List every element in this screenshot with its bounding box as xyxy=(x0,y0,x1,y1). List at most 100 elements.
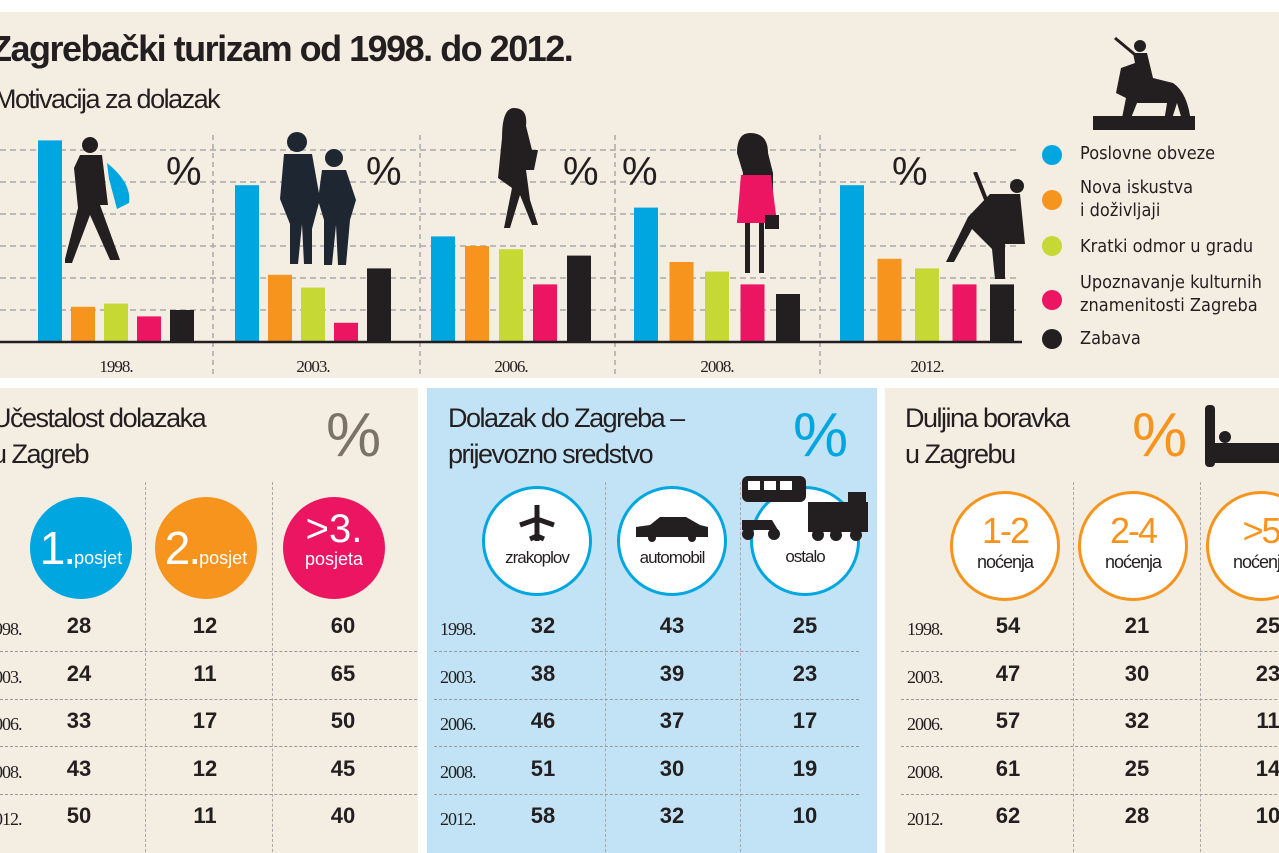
woman-walking-silhouette-icon xyxy=(498,108,538,228)
row-divider xyxy=(901,746,1279,747)
bar-2012-1 xyxy=(877,258,902,342)
page-title: Zagrebački turizam od 1998. do 2012. xyxy=(0,28,574,69)
first-visit-badge: 1.posjet xyxy=(30,497,132,599)
percent-sign: % xyxy=(563,150,599,194)
legend-swatch-kultura xyxy=(1042,290,1062,310)
table-cell: 32 xyxy=(1124,708,1150,733)
table-cell: 11 xyxy=(193,803,217,828)
table-cell: 33 xyxy=(66,708,92,733)
bar-1998-0 xyxy=(38,140,62,342)
transport-panel xyxy=(427,388,877,853)
table-cell: 32 xyxy=(659,803,685,828)
bar-2003-3 xyxy=(334,322,358,342)
table-cell: 57 xyxy=(995,708,1021,733)
bar-2003-0 xyxy=(235,185,259,342)
table-cell: 50 xyxy=(66,803,92,828)
bar-2012-2 xyxy=(915,268,939,342)
percent-sign: % xyxy=(1132,401,1188,470)
row-year: 2008. xyxy=(907,761,943,782)
x-tick-label: 2003. xyxy=(296,357,330,376)
legend-label: Kratki odmor u gradu xyxy=(1080,236,1254,257)
percent-sign: % xyxy=(892,150,928,194)
x-tick-label: 2008. xyxy=(700,357,734,376)
table-cell: 40 xyxy=(330,803,356,828)
bar-2012-3 xyxy=(952,284,977,342)
table-cell: 17 xyxy=(792,708,818,733)
table-cell: 30 xyxy=(1124,660,1150,686)
row-year: 2008. xyxy=(440,761,476,782)
couple-silhouette-icon xyxy=(280,132,356,265)
table-cell: 38 xyxy=(530,660,556,686)
row-divider xyxy=(901,698,1279,700)
bar-2006-4 xyxy=(567,255,591,342)
row-divider xyxy=(434,698,859,700)
table-cell: 14 xyxy=(1255,755,1279,781)
chart-title: Motivacija za dolazak xyxy=(0,84,221,114)
table-cell: 24 xyxy=(66,660,92,686)
bed-icon xyxy=(1205,405,1279,467)
table-cell: 47 xyxy=(995,660,1021,686)
frequency-title: Učestalost dolazaka u Zagreb xyxy=(0,403,207,469)
row-year: 1998. xyxy=(0,619,22,639)
row-year: 1998. xyxy=(440,619,476,639)
row-divider xyxy=(901,651,1279,652)
table-cell: 54 xyxy=(995,613,1021,638)
bar-2003-4 xyxy=(367,268,391,342)
row-divider xyxy=(901,793,1279,795)
bar-1998-4 xyxy=(170,310,194,342)
table-cell: 10 xyxy=(792,803,818,828)
table-cell: 28 xyxy=(66,613,92,638)
stay-2-4-badge: 2-4 noćenja xyxy=(1078,491,1188,601)
percent-sign: % xyxy=(622,150,658,194)
table-cell: 25 xyxy=(792,613,818,638)
bar-2006-1 xyxy=(465,246,489,342)
row-year: 2006. xyxy=(907,714,943,734)
legend-label: i doživljaji xyxy=(1080,200,1161,221)
table-cell: 65 xyxy=(330,660,356,686)
woman-pink-dress-silhouette-icon xyxy=(737,133,779,273)
table-cell: 17 xyxy=(192,708,218,733)
row-year: 2003. xyxy=(440,666,476,687)
bar-2008-2 xyxy=(705,271,729,342)
bar-1998-3 xyxy=(137,316,161,342)
table-cell: 46 xyxy=(530,708,556,733)
table-cell: 12 xyxy=(192,755,218,781)
guitarist-silhouette-icon xyxy=(946,172,1025,279)
table-cell: 45 xyxy=(330,755,356,781)
transport-title: Dolazak do Zagreba – prijevozno sredstvo xyxy=(448,403,685,469)
bar-2008-1 xyxy=(669,262,694,342)
stay-title: Duljina boravka u Zagrebu xyxy=(905,403,1070,469)
statue-silhouette-icon xyxy=(1093,36,1195,130)
table-cell: 12 xyxy=(192,613,218,638)
bar-1998-2 xyxy=(104,303,128,342)
table-cell: 25 xyxy=(1255,613,1279,638)
table-cell: 25 xyxy=(1124,755,1150,781)
row-year: 2012. xyxy=(440,809,476,829)
table-cell: 39 xyxy=(659,660,685,686)
table-cell: 61 xyxy=(995,755,1021,781)
table-cell: 43 xyxy=(66,755,92,781)
bar-2008-4 xyxy=(776,294,800,342)
stay-1-2-badge: 1-2 noćenja xyxy=(950,491,1060,601)
percent-sign: % xyxy=(793,401,849,470)
bar-2003-2 xyxy=(301,287,325,342)
legend-label: Poslovne obveze xyxy=(1080,143,1216,164)
row-divider xyxy=(0,698,417,700)
row-year: 2003. xyxy=(907,666,943,687)
table-cell: 21 xyxy=(1124,613,1150,638)
legend-label: znamenitosti Zagreba xyxy=(1080,295,1258,316)
businessman-silhouette-icon xyxy=(65,137,130,263)
row-year: 2008. xyxy=(0,761,22,782)
car-icon xyxy=(636,517,708,542)
percent-sign: % xyxy=(366,150,402,194)
row-year: 2006. xyxy=(0,714,22,734)
table-cell: 30 xyxy=(659,755,685,781)
table-cell: 51 xyxy=(530,755,556,781)
bar-2012-0 xyxy=(840,185,864,342)
row-year: 2003. xyxy=(0,666,22,687)
percent-sign: % xyxy=(166,150,202,194)
table-cell: 37 xyxy=(659,708,685,733)
x-tick-label: 1998. xyxy=(99,357,133,376)
legend-label: Zabava xyxy=(1080,328,1141,349)
table-cell: 60 xyxy=(330,613,356,638)
